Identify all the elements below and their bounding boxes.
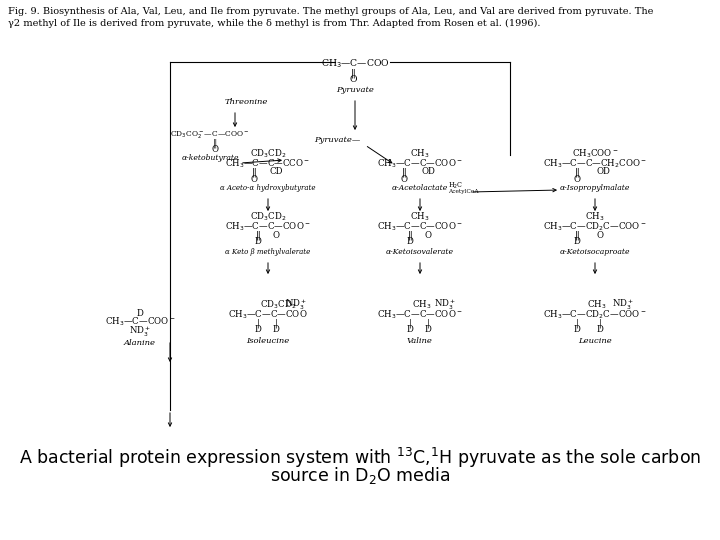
Text: O: O — [251, 174, 258, 184]
Text: CH$_3$—C—C—COO$^-$: CH$_3$—C—C—COO$^-$ — [377, 158, 463, 170]
Text: α Aceto-α hydroxybutyrate: α Aceto-α hydroxybutyrate — [220, 184, 316, 192]
Text: D: D — [574, 326, 580, 334]
Text: CD$_3$CD$_2$: CD$_3$CD$_2$ — [260, 299, 297, 311]
Text: |: | — [274, 318, 277, 328]
Text: CH$_3$—C—C—COO: CH$_3$—C—C—COO — [228, 309, 307, 321]
Text: CH$_3$—C—C—COO$^-$: CH$_3$—C—C—COO$^-$ — [225, 221, 311, 233]
Text: α-ketobutyrate: α-ketobutyrate — [181, 154, 239, 162]
Text: α-Ketoisocaproate: α-Ketoisocaproate — [559, 248, 630, 256]
Text: source in D$_2$O media: source in D$_2$O media — [270, 464, 450, 485]
Text: Fig. 9. Biosynthesis of Ala, Val, Leu, and Ile from pyruvate. The methyl groups : Fig. 9. Biosynthesis of Ala, Val, Leu, a… — [8, 7, 653, 28]
Text: D: D — [255, 238, 261, 246]
Text: OD: OD — [421, 167, 435, 177]
Text: ND$_3^+$: ND$_3^+$ — [612, 298, 634, 312]
Text: D: D — [137, 308, 143, 318]
Text: |: | — [598, 318, 601, 328]
Text: CH$_3$—C—COO$^-$: CH$_3$—C—COO$^-$ — [104, 316, 175, 328]
Text: CH$_3$—C—C—COO$^-$: CH$_3$—C—C—COO$^-$ — [377, 309, 463, 321]
Text: D: D — [574, 238, 580, 246]
Text: CH$_3$: CH$_3$ — [585, 211, 605, 223]
Text: CH$_3$—C—COO: CH$_3$—C—COO — [320, 58, 390, 70]
Text: CD: CD — [269, 167, 283, 177]
Text: A bacterial protein expression system with $^{13}$C,$^{1}$H pyruvate as the sole: A bacterial protein expression system wi… — [19, 446, 701, 470]
Text: Alanine: Alanine — [124, 339, 156, 347]
Text: CD$_3$CO$_2^-$—C—COO$^-$: CD$_3$CO$_2^-$—C—COO$^-$ — [170, 130, 250, 140]
Text: |: | — [426, 318, 429, 328]
Text: D: D — [407, 238, 413, 246]
Text: Pyruvate: Pyruvate — [336, 86, 374, 94]
Text: α Keto β methylvalerate: α Keto β methylvalerate — [225, 248, 310, 256]
Text: ‖: ‖ — [408, 230, 413, 240]
Text: ‖: ‖ — [251, 167, 256, 177]
Text: CD$_3$CD$_2$: CD$_3$CD$_2$ — [250, 211, 287, 223]
Text: D: D — [425, 326, 431, 334]
Text: O: O — [596, 231, 603, 240]
Text: ‖: ‖ — [575, 230, 580, 240]
Text: D: D — [273, 326, 279, 334]
Text: CH$_3$—C—CD$_2$C—COO$^-$: CH$_3$—C—CD$_2$C—COO$^-$ — [544, 309, 647, 321]
Text: Threonine: Threonine — [225, 98, 269, 106]
Text: O: O — [212, 145, 218, 154]
Text: Leucine: Leucine — [578, 337, 612, 345]
Text: CH$_3$: CH$_3$ — [410, 211, 430, 223]
Text: ND$_3^+$: ND$_3^+$ — [285, 298, 307, 312]
Text: CH$_3$COO$^-$: CH$_3$COO$^-$ — [572, 148, 618, 160]
Text: α-Acetolactate: α-Acetolactate — [392, 184, 448, 192]
Text: CH$_3$—C—C—COO$^-$: CH$_3$—C—C—COO$^-$ — [377, 221, 463, 233]
Text: CH$_3$: CH$_3$ — [587, 299, 606, 311]
Text: ‖: ‖ — [351, 68, 356, 78]
Text: Pyruvate—: Pyruvate— — [314, 136, 360, 144]
Text: |: | — [256, 318, 259, 328]
Text: O: O — [574, 174, 580, 184]
Text: CH$_3$: CH$_3$ — [410, 148, 430, 160]
Text: Isoleucine: Isoleucine — [246, 337, 289, 345]
Text: O: O — [425, 231, 431, 240]
Text: |: | — [575, 318, 578, 328]
Text: α-Ketoisovalerate: α-Ketoisovalerate — [386, 248, 454, 256]
Text: ND$_3^+$: ND$_3^+$ — [129, 325, 151, 339]
Text: CH$_3$—C—CD$_2$C—COO$^-$: CH$_3$—C—CD$_2$C—COO$^-$ — [544, 221, 647, 233]
Text: ‖: ‖ — [575, 167, 580, 177]
Text: D: D — [597, 326, 603, 334]
Text: AcetylCoA: AcetylCoA — [448, 190, 479, 194]
Text: O: O — [349, 76, 356, 84]
Text: Valine: Valine — [407, 337, 433, 345]
Text: O: O — [400, 174, 408, 184]
Text: ‖: ‖ — [256, 230, 261, 240]
Text: O: O — [272, 231, 279, 240]
Text: ‖: ‖ — [402, 167, 406, 177]
Text: α-Isopropylmalate: α-Isopropylmalate — [560, 184, 630, 192]
Text: D: D — [255, 326, 261, 334]
Text: CH$_3$—C—C—CH$_2$COO$^-$: CH$_3$—C—C—CH$_2$COO$^-$ — [543, 158, 647, 170]
Text: ‖: ‖ — [213, 138, 217, 148]
Text: CH$_3$—C—C—CCO$^-$: CH$_3$—C—C—CCO$^-$ — [225, 158, 310, 170]
Text: |: | — [408, 318, 411, 328]
Text: H$_2$C: H$_2$C — [448, 181, 464, 191]
Text: D: D — [407, 326, 413, 334]
Text: CD$_3$CD$_2$: CD$_3$CD$_2$ — [250, 148, 287, 160]
Text: OD: OD — [596, 167, 610, 177]
Text: ND$_3^+$: ND$_3^+$ — [434, 298, 456, 312]
Text: CH$_3$: CH$_3$ — [412, 299, 431, 311]
